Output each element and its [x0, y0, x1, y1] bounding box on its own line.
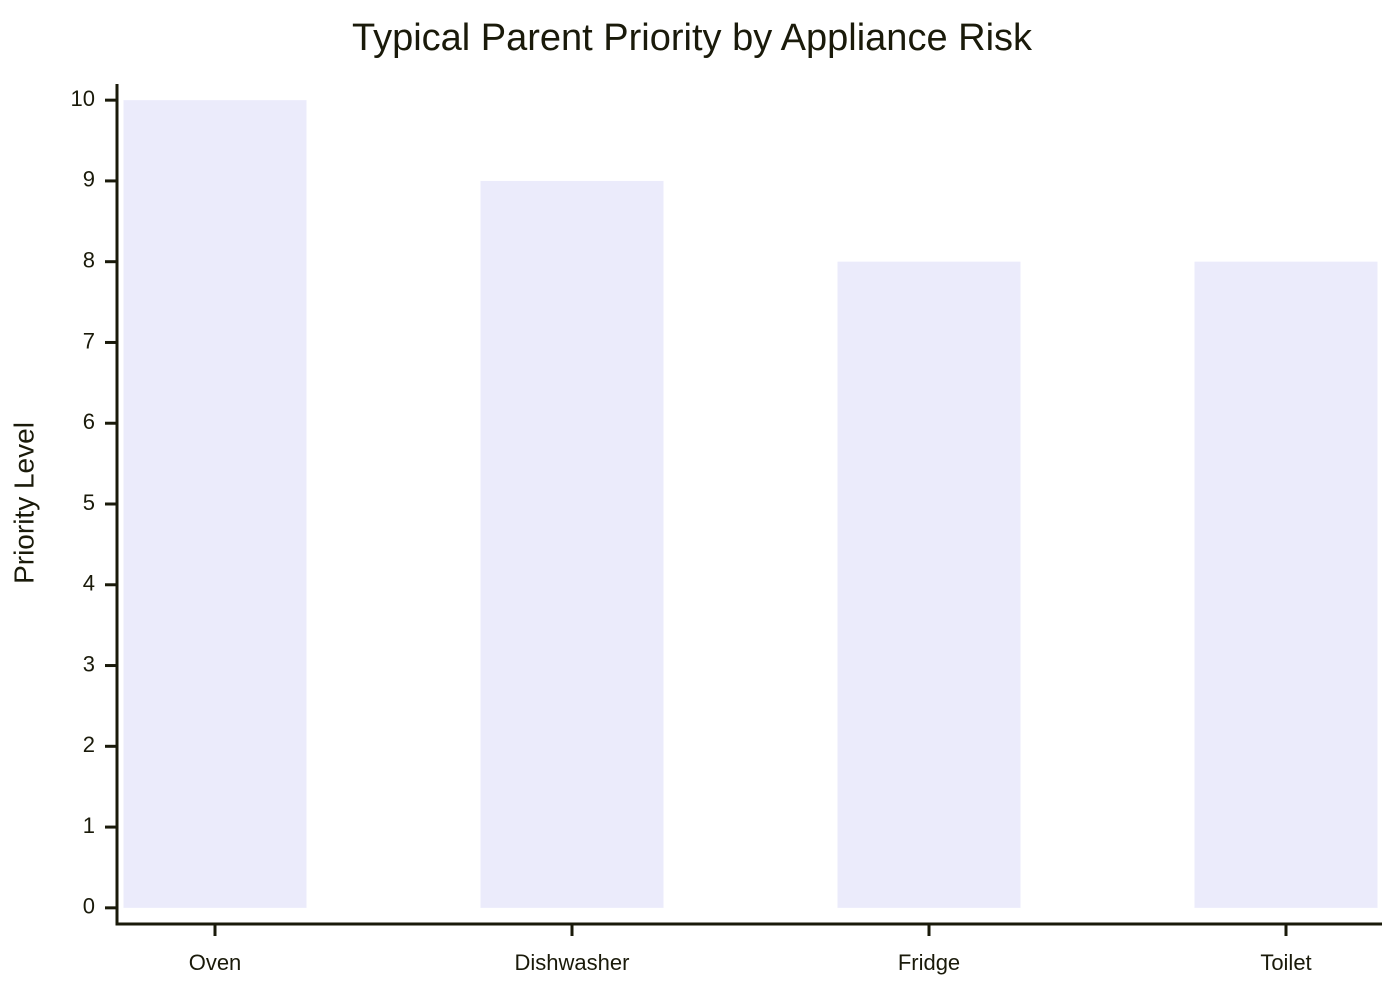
- bar: [837, 261, 1021, 908]
- x-tick-label: Oven: [189, 950, 242, 975]
- bar: [480, 180, 664, 908]
- y-tick-label: 0: [83, 894, 95, 919]
- y-tick-label: 2: [83, 732, 95, 757]
- x-tick-label: Fridge: [898, 950, 960, 975]
- x-tick-label: Toilet: [1260, 950, 1311, 975]
- y-tick-label: 1: [83, 813, 95, 838]
- y-tick-label: 6: [83, 409, 95, 434]
- x-tick-label: Dishwasher: [515, 950, 630, 975]
- y-tick-label: 7: [83, 328, 95, 353]
- bar: [1194, 261, 1378, 908]
- bar: [123, 100, 307, 908]
- y-tick-label: 8: [83, 248, 95, 273]
- y-tick-label: 4: [83, 571, 95, 596]
- y-tick-label: 9: [83, 167, 95, 192]
- y-axis-label: Priority Level: [8, 422, 39, 584]
- y-tick-label: 5: [83, 490, 95, 515]
- chart-title: Typical Parent Priority by Appliance Ris…: [352, 17, 1033, 59]
- y-tick-label: 10: [71, 86, 95, 111]
- y-tick-label: 3: [83, 651, 95, 676]
